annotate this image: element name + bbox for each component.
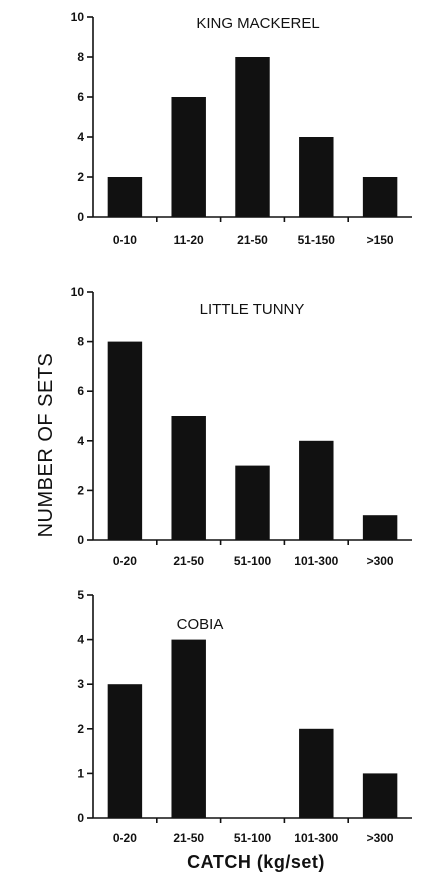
y-tick-label: 4 (77, 130, 84, 144)
bar (235, 465, 270, 540)
y-tick-label: 8 (77, 335, 84, 349)
y-tick-label: 10 (71, 285, 85, 299)
y-tick-label: 3 (77, 677, 84, 691)
category-label: 0-20 (113, 831, 137, 845)
y-tick-label: 1 (77, 766, 84, 780)
y-tick-label: 2 (77, 722, 84, 736)
y-tick-label: 0 (77, 533, 84, 547)
y-tick-label: 4 (77, 434, 84, 448)
bar (299, 137, 334, 217)
bar (362, 773, 398, 818)
bar (362, 177, 398, 217)
chart-panel-1: KING MACKEREL 0 2 4 6 8 10 0-10 11-20 21-50 51-150… (71, 10, 412, 247)
category-label: 0-10 (113, 233, 137, 247)
bar (171, 97, 206, 217)
y-tick-label: 0 (77, 811, 84, 825)
bar (171, 416, 206, 540)
y-tick-label: 0 (77, 210, 84, 224)
category-label: 21-50 (237, 233, 268, 247)
chart-title: COBIA (177, 616, 224, 633)
category-label: >300 (367, 554, 394, 568)
bar (107, 341, 143, 540)
category-label: >150 (367, 233, 394, 247)
x-axis-label: CATCH (kg/set) (187, 852, 325, 872)
y-tick-label: 4 (77, 633, 84, 647)
y-axis-label: NUMBER OF SETS (35, 353, 57, 538)
category-label: 51-100 (234, 831, 272, 845)
bar (299, 728, 334, 818)
bar (171, 639, 206, 818)
bar (299, 440, 334, 540)
chart-title: KING MACKEREL (196, 15, 319, 32)
y-tick-label: 10 (71, 10, 85, 24)
y-tick-label: 5 (77, 588, 84, 602)
category-label: 0-20 (113, 554, 137, 568)
category-label: 21-50 (173, 554, 204, 568)
category-label: 101-300 (294, 554, 338, 568)
y-tick-label: 8 (77, 50, 84, 64)
bar (107, 684, 143, 818)
y-tick-label: 2 (77, 170, 84, 184)
y-tick-label: 2 (77, 483, 84, 497)
chart-title: LITTLE TUNNY (200, 301, 305, 318)
chart-panel-3: COBIA 0 1 2 3 4 5 0-20 21-50 51-100 101-300 >300 (77, 588, 412, 845)
bar (362, 515, 398, 540)
category-label: 51-100 (234, 554, 272, 568)
category-label: >300 (367, 831, 394, 845)
bar (235, 57, 270, 217)
y-tick-label: 6 (77, 90, 84, 104)
chart-panel-2: LITTLE TUNNY 0 2 4 6 8 10 0-20 21-50 51-100 101-30… (71, 285, 412, 568)
category-label: 11-20 (174, 233, 204, 247)
category-label: 21-50 (173, 831, 204, 845)
bar (107, 177, 143, 217)
category-label: 51-150 (298, 233, 336, 247)
category-label: 101-300 (294, 831, 338, 845)
y-tick-label: 6 (77, 384, 84, 398)
